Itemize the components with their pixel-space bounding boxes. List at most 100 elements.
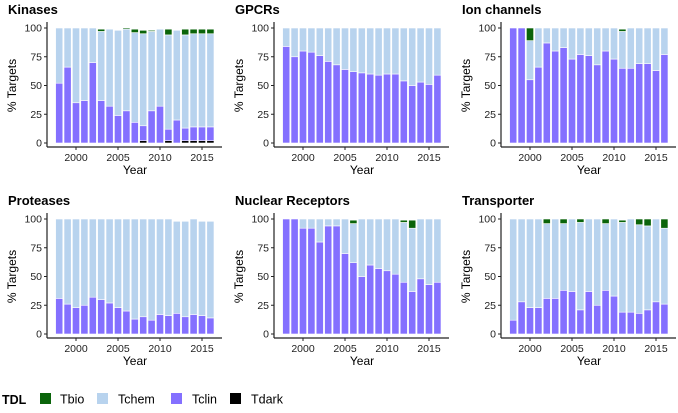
x-tick-label: 2010: [375, 152, 399, 164]
bar-tclin-2001: [80, 304, 89, 335]
bar-tclin-2000: [72, 307, 80, 335]
bar-tchem-2011: [618, 222, 627, 313]
y-tick-label: 75: [257, 242, 269, 254]
bar-tbio-2012: [399, 219, 408, 223]
bar-tchem-2009: [601, 27, 610, 52]
bar-tchem-2006: [349, 27, 358, 73]
bar-tclin-2014: [189, 126, 198, 142]
y-tick-label: 50: [30, 80, 42, 92]
bar-tchem-2016: [206, 33, 215, 128]
bar-tdark-2008: [139, 140, 148, 144]
bar-tclin-2004: [105, 105, 114, 144]
bar-tclin-1998: [509, 319, 518, 335]
bar-tchem-2001: [80, 27, 89, 101]
y-tick-label: 25: [257, 300, 269, 312]
bar-tclin-1999: [63, 66, 72, 144]
x-tick-label: 2000: [291, 152, 315, 164]
bar-tchem-2003: [551, 27, 560, 52]
bar-tclin-2015: [198, 315, 206, 335]
bar-tclin-2010: [156, 314, 164, 335]
y-tick-label: 0: [263, 138, 269, 150]
bar-tclin-2003: [324, 225, 333, 335]
bar-tchem-2005: [114, 29, 122, 116]
bar-tclin-2003: [97, 100, 106, 144]
bar-tclin-2015: [652, 70, 660, 144]
bar-tclin-2005: [568, 58, 576, 144]
bar-tbio-2007: [130, 28, 139, 33]
bar-tclin-2004: [559, 290, 568, 335]
bar-tclin-2011: [164, 315, 173, 335]
bar-tchem-2005: [341, 218, 349, 254]
bar-tchem-2003: [551, 218, 560, 299]
bar-tclin-2014: [189, 314, 198, 335]
bar-tchem-2008: [593, 218, 602, 306]
y-tick-label: 50: [257, 271, 269, 283]
y-tick-label: 25: [30, 109, 42, 121]
bar-tbio-2008: [139, 29, 148, 35]
bar-tchem-2007: [584, 218, 593, 292]
x-tick-label: 2015: [644, 343, 668, 355]
bar-tchem-2012: [399, 27, 408, 82]
bar-tclin-2003: [551, 50, 560, 144]
bar-tclin-1999: [517, 301, 526, 335]
bar-tdark-2011: [164, 140, 173, 144]
bar-tclin-2010: [610, 295, 618, 335]
bar-tclin-2009: [147, 319, 156, 335]
bar-tbio-2013: [181, 28, 190, 36]
y-tick-label: 100: [251, 214, 269, 226]
bar-tchem-2011: [391, 218, 400, 275]
x-tick-label: 2005: [106, 152, 130, 164]
legend-swatch-tbio: [40, 393, 51, 404]
bar-tchem-2003: [324, 218, 333, 227]
bar-tclin-2015: [425, 84, 433, 144]
bar-tclin-2012: [626, 67, 635, 144]
bar-tchem-2016: [660, 27, 669, 55]
bar-tbio-2004: [559, 218, 568, 224]
bar-tchem-2003: [324, 27, 333, 62]
bar-tclin-2002: [315, 55, 324, 144]
bar-tclin-2001: [534, 307, 543, 335]
y-tick-label: 75: [30, 51, 42, 63]
bar-tclin-2012: [399, 80, 408, 144]
bar-tclin-1998: [55, 82, 64, 144]
bar-tclin-2009: [147, 110, 156, 144]
bar-tchem-2010: [383, 218, 391, 272]
bar-tclin-2010: [383, 270, 391, 335]
bar-tchem-2015: [652, 27, 660, 71]
bar-tclin-1999: [517, 27, 526, 144]
y-tick-label: 100: [478, 214, 496, 226]
bar-tchem-2014: [189, 33, 198, 128]
bar-tclin-2011: [391, 73, 400, 144]
legend-label-tclin: Tclin: [192, 393, 217, 407]
x-tick-label: 2015: [417, 152, 441, 164]
bar-tchem-2010: [156, 218, 164, 315]
bar-tclin-2011: [618, 67, 627, 144]
bar-tclin-2016: [660, 303, 669, 335]
x-tick-label: 2015: [190, 343, 214, 355]
legend-swatch-tchem: [97, 393, 108, 404]
bar-tclin-2000: [526, 307, 534, 335]
bar-tclin-2004: [332, 225, 341, 335]
bar-tchem-2010: [156, 28, 164, 107]
bar-tchem-2002: [88, 218, 97, 298]
bar-tchem-2010: [383, 27, 391, 75]
bar-tclin-2007: [584, 55, 593, 144]
x-tick-label: 2005: [333, 343, 357, 355]
bar-tclin-2002: [88, 62, 97, 144]
legend-label-tdark: Tdark: [251, 393, 284, 407]
bar-tclin-2007: [357, 276, 366, 335]
y-tick-label: 25: [30, 300, 42, 312]
bar-tchem-2006: [576, 27, 585, 55]
panel-title: Kinases: [8, 2, 58, 17]
bar-tclin-2016: [206, 317, 215, 335]
bar-tchem-2010: [610, 27, 618, 60]
bar-tclin-2010: [383, 73, 391, 144]
bar-tclin-1998: [282, 218, 291, 335]
bar-tbio-2009: [601, 218, 610, 224]
bar-tclin-2011: [391, 273, 400, 335]
bar-tclin-2002: [315, 241, 324, 335]
y-tick-label: 75: [484, 51, 496, 63]
bar-tchem-2012: [626, 218, 635, 313]
x-axis-label: Year: [577, 163, 601, 177]
